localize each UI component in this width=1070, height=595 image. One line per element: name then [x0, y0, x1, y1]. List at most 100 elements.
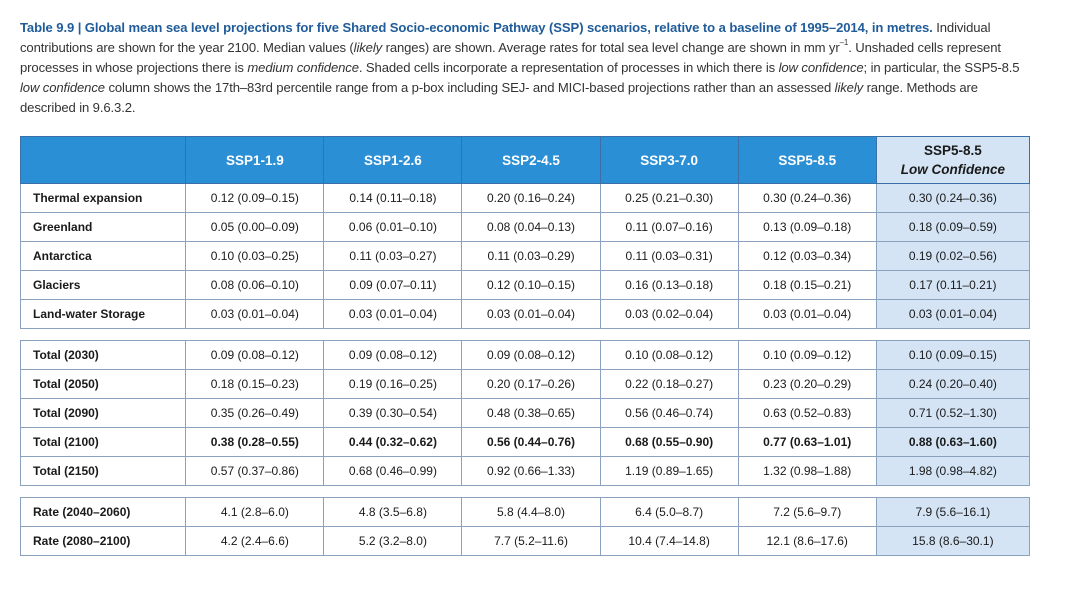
table-cell: 0.11 (0.07–0.16) — [599, 212, 739, 242]
low-confidence-cell: 0.71 (0.52–1.30) — [875, 398, 1031, 428]
low-confidence-cell: 0.03 (0.01–0.04) — [875, 299, 1031, 329]
table-body: Thermal expansion 0.12 (0.09–0.15) 0.14 (0… — [19, 183, 1031, 556]
table-row: Thermal expansion 0.12 (0.09–0.15) 0.14 (0… — [19, 183, 1031, 213]
table-cell: 0.25 (0.21–0.30) — [599, 183, 739, 213]
spacer-cell — [185, 328, 324, 341]
table-row: Total (2090) 0.35 (0.26–0.49) 0.39 (0.30–0… — [19, 398, 1031, 428]
spacer-cell — [461, 328, 601, 341]
sea-level-projection-table: SSP1-1.9 SSP1-2.6 SSP2-4.5 SSP3-7.0 SSP5… — [19, 136, 1031, 556]
column-header: SSP2-4.5 — [461, 136, 601, 184]
spacer-cell — [20, 328, 186, 341]
table-cell: 0.03 (0.02–0.04) — [599, 299, 739, 329]
table-cell: 0.10 (0.09–0.12) — [737, 340, 877, 370]
low-confidence-cell: 0.18 (0.09–0.59) — [875, 212, 1031, 242]
column-header: SSP3-7.0 — [599, 136, 739, 184]
table-cell: 0.14 (0.11–0.18) — [323, 183, 463, 213]
table-cell: 0.08 (0.04–0.13) — [461, 212, 601, 242]
table-cell: 0.30 (0.24–0.36) — [737, 183, 877, 213]
low-confidence-cell: 0.17 (0.11–0.21) — [875, 270, 1031, 300]
table-cell: 0.77 (0.63–1.01) — [737, 427, 877, 457]
spacer-cell — [600, 485, 739, 498]
table-cell: 5.2 (3.2–8.0) — [323, 526, 463, 556]
column-header: SSP5-8.5 — [737, 136, 877, 184]
spacer-cell — [20, 485, 186, 498]
table-cell: 0.08 (0.06–0.10) — [185, 270, 325, 300]
row-label: Thermal expansion — [19, 183, 187, 213]
spacer-cell — [600, 328, 739, 341]
lc-header-scenario: SSP5-8.5 — [923, 143, 982, 158]
table-cell: 0.10 (0.08–0.12) — [599, 340, 739, 370]
table-cell: 0.20 (0.17–0.26) — [461, 369, 601, 399]
table-cell: 1.19 (0.89–1.65) — [599, 456, 739, 486]
table-cell: 0.03 (0.01–0.04) — [737, 299, 877, 329]
table-cell: 0.22 (0.18–0.27) — [599, 369, 739, 399]
table-row: Glaciers 0.08 (0.06–0.10) 0.09 (0.07–0.11)… — [19, 270, 1031, 300]
table-cell: 0.18 (0.15–0.21) — [737, 270, 877, 300]
table-cell: 0.18 (0.15–0.23) — [185, 369, 325, 399]
table-cell: 0.68 (0.55–0.90) — [599, 427, 739, 457]
table-cell: 0.09 (0.08–0.12) — [461, 340, 601, 370]
row-label: Total (2100) — [19, 427, 187, 457]
group-spacer — [20, 328, 1030, 341]
table-cell: 0.06 (0.01–0.10) — [323, 212, 463, 242]
table-cell: 4.8 (3.5–6.8) — [323, 497, 463, 527]
low-confidence-cell: 0.19 (0.02–0.56) — [875, 241, 1031, 271]
spacer-cell — [185, 485, 324, 498]
spacer-cell — [876, 485, 1030, 498]
spacer-cell — [461, 485, 601, 498]
table-cell: 10.4 (7.4–14.8) — [599, 526, 739, 556]
row-label: Total (2030) — [19, 340, 187, 370]
row-label: Rate (2040–2060) — [19, 497, 187, 527]
table-cell: 4.1 (2.8–6.0) — [185, 497, 325, 527]
row-label: Rate (2080–2100) — [19, 526, 187, 556]
table-cell: 0.12 (0.10–0.15) — [461, 270, 601, 300]
table-cell: 0.20 (0.16–0.24) — [461, 183, 601, 213]
header-corner — [19, 136, 187, 184]
table-cell: 4.2 (2.4–6.6) — [185, 526, 325, 556]
table-row: Total (2030) 0.09 (0.08–0.12) 0.09 (0.08–0… — [19, 340, 1031, 370]
table-cell: 0.57 (0.37–0.86) — [185, 456, 325, 486]
table-row: Rate (2080–2100) 4.2 (2.4–6.6) 5.2 (3.2–8.… — [19, 526, 1031, 556]
table-row: Total (2150) 0.57 (0.37–0.86) 0.68 (0.46–0… — [19, 456, 1031, 486]
table-cell: 0.10 (0.03–0.25) — [185, 241, 325, 271]
table-cell: 0.48 (0.38–0.65) — [461, 398, 601, 428]
table-cell: 0.09 (0.08–0.12) — [323, 340, 463, 370]
page: Table 9.9 | Global mean sea level projec… — [19, 18, 1036, 556]
table-cell: 0.35 (0.26–0.49) — [185, 398, 325, 428]
table-cell: 0.09 (0.07–0.11) — [323, 270, 463, 300]
spacer-cell — [738, 485, 877, 498]
table-cell: 0.03 (0.01–0.04) — [323, 299, 463, 329]
row-label: Land-water Storage — [19, 299, 187, 329]
table-cell: 0.12 (0.03–0.34) — [737, 241, 877, 271]
row-label: Total (2090) — [19, 398, 187, 428]
table-cell: 0.56 (0.46–0.74) — [599, 398, 739, 428]
table-cell: 0.19 (0.16–0.25) — [323, 369, 463, 399]
table-cell: 0.63 (0.52–0.83) — [737, 398, 877, 428]
table-cell: 0.11 (0.03–0.27) — [323, 241, 463, 271]
low-confidence-cell: 0.24 (0.20–0.40) — [875, 369, 1031, 399]
table-row: Antarctica 0.10 (0.03–0.25) 0.11 (0.03–0.2… — [19, 241, 1031, 271]
table-cell: 0.11 (0.03–0.31) — [599, 241, 739, 271]
row-label: Total (2150) — [19, 456, 187, 486]
table-cell: 7.7 (5.2–11.6) — [461, 526, 601, 556]
lc-header-label: Low Confidence — [900, 162, 1005, 177]
row-label: Total (2050) — [19, 369, 187, 399]
table-cell: 7.2 (5.6–9.7) — [737, 497, 877, 527]
table-cell: 0.56 (0.44–0.76) — [461, 427, 601, 457]
row-label: Antarctica — [19, 241, 187, 271]
table-cell: 0.03 (0.01–0.04) — [185, 299, 325, 329]
column-header: SSP1-2.6 — [323, 136, 463, 184]
table-cell: 0.16 (0.13–0.18) — [599, 270, 739, 300]
low-confidence-cell: 1.98 (0.98–4.82) — [875, 456, 1031, 486]
table-cell: 5.8 (4.4–8.0) — [461, 497, 601, 527]
column-header-low-confidence: SSP5-8.5 Low Confidence — [875, 136, 1031, 184]
table-row: Total (2050) 0.18 (0.15–0.23) 0.19 (0.16–0… — [19, 369, 1031, 399]
table-cell: 0.68 (0.46–0.99) — [323, 456, 463, 486]
table-cell: 0.03 (0.01–0.04) — [461, 299, 601, 329]
spacer-cell — [738, 328, 877, 341]
table-cell: 0.09 (0.08–0.12) — [185, 340, 325, 370]
row-label: Greenland — [19, 212, 187, 242]
table-cell: 0.39 (0.30–0.54) — [323, 398, 463, 428]
spacer-cell — [323, 328, 462, 341]
table-cell: 0.44 (0.32–0.62) — [323, 427, 463, 457]
